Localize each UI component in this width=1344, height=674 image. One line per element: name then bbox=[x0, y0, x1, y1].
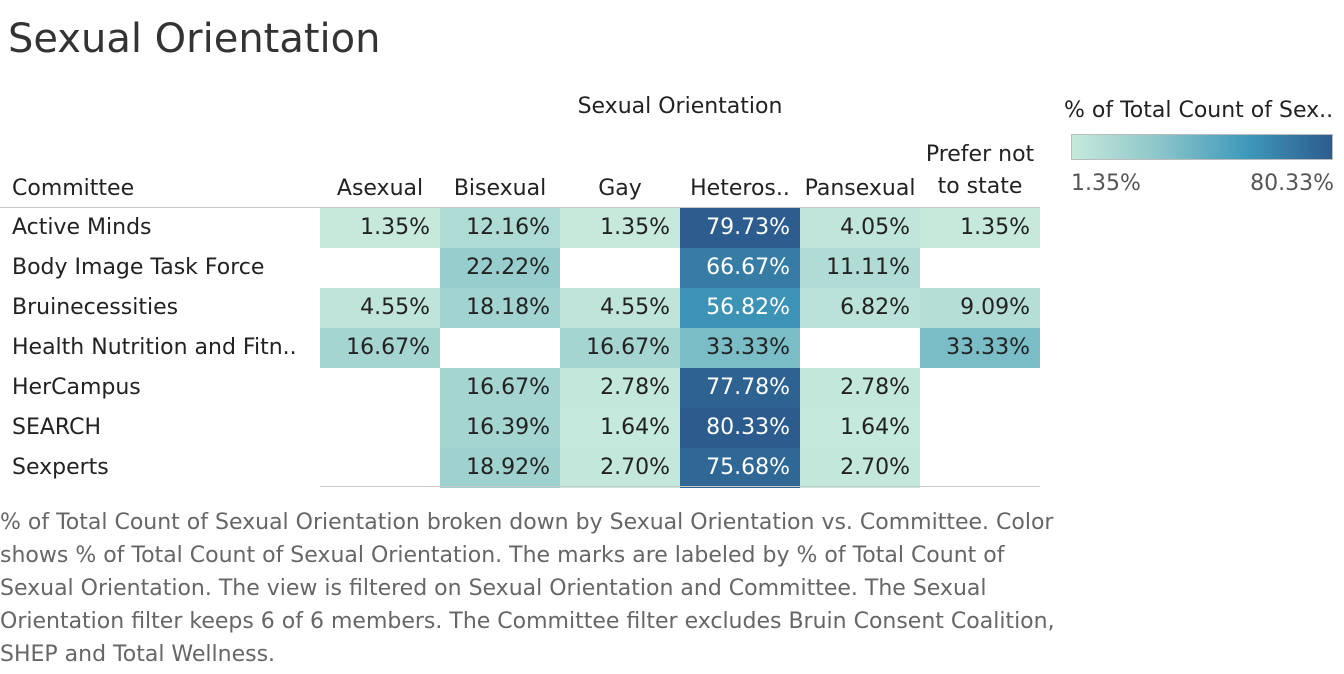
heatmap-cell: 4.55% bbox=[320, 288, 440, 328]
heatmap-cell: 1.35% bbox=[560, 208, 680, 248]
header-divider bbox=[0, 207, 1040, 208]
column-header: Pansexual bbox=[804, 176, 916, 201]
heatmap-cell: 22.22% bbox=[440, 248, 560, 288]
heatmap-cell: 18.18% bbox=[440, 288, 560, 328]
heatmap-cell: 4.55% bbox=[560, 288, 680, 328]
heatmap-cell: 56.82% bbox=[680, 288, 800, 328]
legend-max-label: 80.33% bbox=[1250, 171, 1334, 196]
legend-title: % of Total Count of Sex.. bbox=[1064, 98, 1334, 123]
heatmap-cell: 77.78% bbox=[680, 368, 800, 408]
heatmap-cell: 1.35% bbox=[320, 208, 440, 248]
row-label: Active Minds bbox=[12, 215, 152, 240]
heatmap-cell: 79.73% bbox=[680, 208, 800, 248]
heatmap-cell: 18.92% bbox=[440, 448, 560, 488]
bottom-divider bbox=[320, 486, 1040, 487]
heatmap-cell: 9.09% bbox=[920, 288, 1040, 328]
heatmap-cell: 2.70% bbox=[560, 448, 680, 488]
heatmap-cell: 11.11% bbox=[800, 248, 920, 288]
column-header: Asexual bbox=[336, 176, 424, 201]
column-header: Bisexual bbox=[453, 176, 547, 201]
chart-caption: % of Total Count of Sexual Orientation b… bbox=[0, 510, 1055, 667]
heatmap-cell: 2.78% bbox=[560, 368, 680, 408]
heatmap-cell: 6.82% bbox=[800, 288, 920, 328]
row-dimension-header: Committee bbox=[12, 176, 135, 201]
legend-min-label: 1.35% bbox=[1071, 171, 1141, 196]
column-header: Prefer not to state bbox=[925, 142, 1035, 199]
heatmap-cell: 33.33% bbox=[920, 328, 1040, 368]
heatmap-cell: 16.67% bbox=[560, 328, 680, 368]
heatmap-cell: 66.67% bbox=[680, 248, 800, 288]
row-label: Bruinecessities bbox=[12, 295, 179, 320]
row-label: SEARCH bbox=[12, 415, 102, 440]
heatmap-cell: 16.67% bbox=[440, 368, 560, 408]
column-header: Gay bbox=[598, 176, 642, 201]
heatmap-cell: 2.70% bbox=[800, 448, 920, 488]
heatmap-cell: 12.16% bbox=[440, 208, 560, 248]
heatmap-cell: 1.64% bbox=[800, 408, 920, 448]
heatmap-cell: 2.78% bbox=[800, 368, 920, 408]
legend-color-bar bbox=[1071, 134, 1333, 160]
heatmap-cell: 75.68% bbox=[680, 448, 800, 488]
heatmap-cell: 1.35% bbox=[920, 208, 1040, 248]
row-label: Health Nutrition and Fitn.. bbox=[12, 335, 297, 360]
chart-title: Sexual Orientation bbox=[8, 16, 381, 62]
heatmap-cell: 4.05% bbox=[800, 208, 920, 248]
heatmap-cell: 16.67% bbox=[320, 328, 440, 368]
column-header: Heteros.. bbox=[690, 176, 790, 201]
heatmap-cell: 1.64% bbox=[560, 408, 680, 448]
row-label: Sexperts bbox=[12, 455, 109, 480]
column-dimension-header: Sexual Orientation bbox=[577, 94, 783, 119]
heatmap-cell: 80.33% bbox=[680, 408, 800, 448]
row-label: Body Image Task Force bbox=[12, 255, 265, 280]
heatmap-cell: 33.33% bbox=[680, 328, 800, 368]
row-label: HerCampus bbox=[12, 375, 141, 400]
heatmap-cell: 16.39% bbox=[440, 408, 560, 448]
